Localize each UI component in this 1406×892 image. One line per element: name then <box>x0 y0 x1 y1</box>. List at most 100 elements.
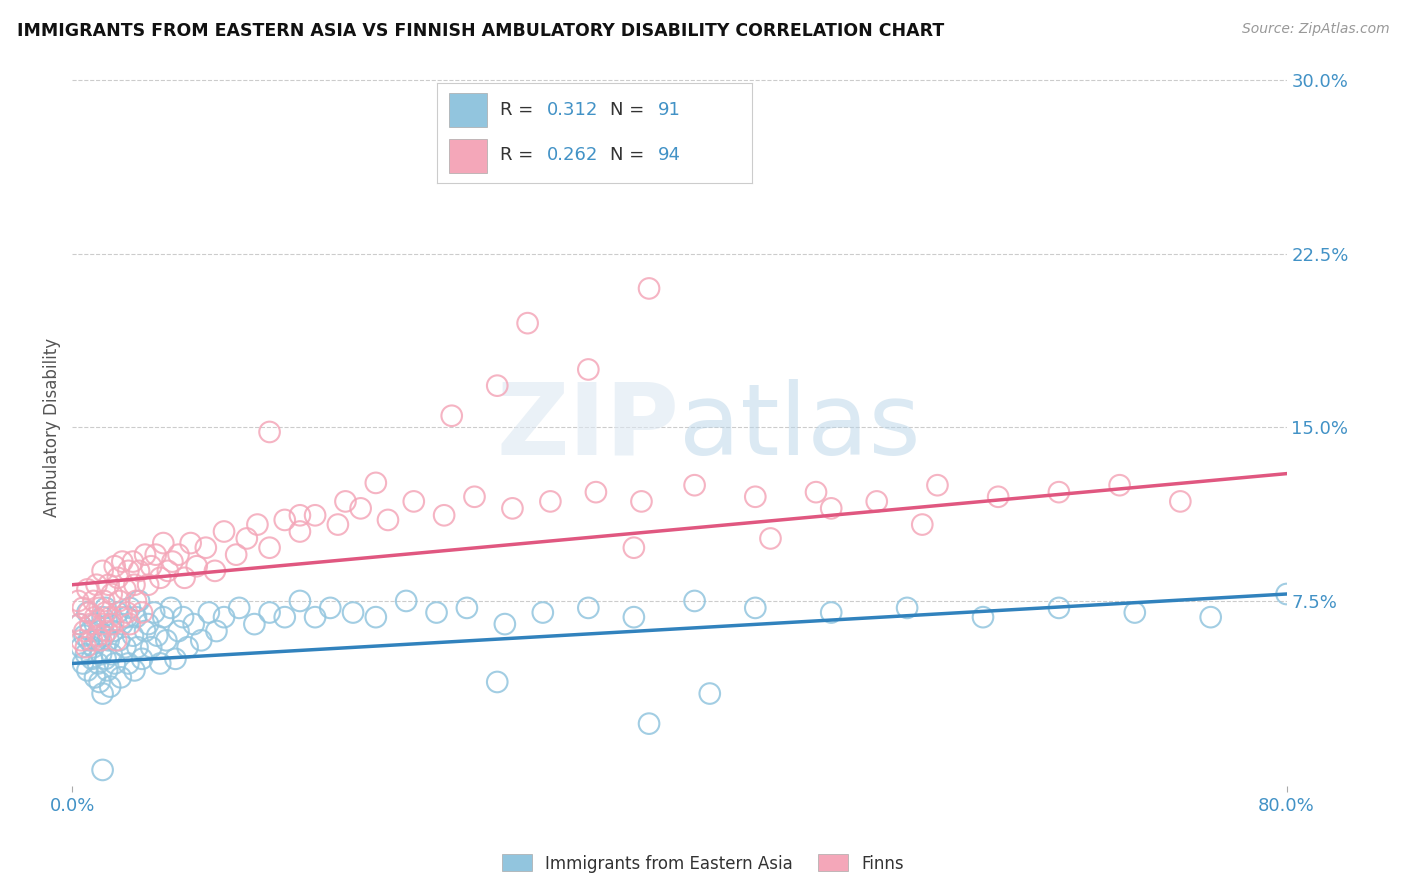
Point <box>141 640 163 655</box>
Point <box>115 610 138 624</box>
Point <box>75 647 97 661</box>
Point <box>440 409 463 423</box>
Point <box>494 617 516 632</box>
Point <box>228 600 250 615</box>
Point <box>80 633 103 648</box>
Point <box>122 555 145 569</box>
Point <box>152 610 174 624</box>
Point <box>90 647 112 661</box>
Text: atlas: atlas <box>679 379 921 475</box>
Point <box>288 524 311 539</box>
Point <box>86 633 108 648</box>
Point <box>364 475 387 490</box>
Point <box>319 600 342 615</box>
Point <box>172 610 194 624</box>
Text: Source: ZipAtlas.com: Source: ZipAtlas.com <box>1241 22 1389 37</box>
Point <box>538 494 561 508</box>
Point <box>259 606 281 620</box>
Point <box>125 594 148 608</box>
Point <box>82 594 104 608</box>
Point <box>186 559 208 574</box>
Point <box>744 490 766 504</box>
Point <box>136 578 159 592</box>
Point <box>576 600 599 615</box>
Point <box>128 564 150 578</box>
Point <box>94 600 117 615</box>
Point <box>98 617 121 632</box>
Point <box>638 281 661 295</box>
Point <box>1047 485 1070 500</box>
Point <box>100 587 122 601</box>
Point <box>156 564 179 578</box>
Point <box>91 617 114 632</box>
Point <box>288 594 311 608</box>
Point <box>93 629 115 643</box>
Point <box>1199 610 1222 624</box>
Point <box>145 548 167 562</box>
Point <box>118 600 141 615</box>
Point <box>190 633 212 648</box>
Point <box>128 594 150 608</box>
Point <box>143 606 166 620</box>
Point <box>198 606 221 620</box>
Point <box>160 600 183 615</box>
Point <box>115 606 138 620</box>
Point <box>105 633 128 648</box>
Point <box>205 624 228 638</box>
Point <box>72 600 94 615</box>
Point <box>127 640 149 655</box>
Point <box>98 680 121 694</box>
Point <box>91 610 114 624</box>
Point <box>87 657 110 671</box>
Point <box>72 657 94 671</box>
Point <box>76 664 98 678</box>
Point <box>149 571 172 585</box>
Y-axis label: Ambulatory Disability: Ambulatory Disability <box>44 338 60 516</box>
Point <box>463 490 485 504</box>
Point <box>96 624 118 638</box>
Point <box>866 494 889 508</box>
Point <box>90 633 112 648</box>
Point <box>84 617 107 632</box>
Point <box>326 517 349 532</box>
Point <box>141 559 163 574</box>
Point <box>96 664 118 678</box>
Point <box>110 610 132 624</box>
Point <box>86 578 108 592</box>
Point <box>107 571 129 585</box>
Point <box>94 652 117 666</box>
Text: IMMIGRANTS FROM EASTERN ASIA VS FINNISH AMBULATORY DISABILITY CORRELATION CHART: IMMIGRANTS FROM EASTERN ASIA VS FINNISH … <box>17 22 943 40</box>
Point <box>212 610 235 624</box>
Point <box>91 564 114 578</box>
Point <box>274 513 297 527</box>
Point <box>1168 494 1191 508</box>
Point <box>225 548 247 562</box>
Point <box>395 594 418 608</box>
Point <box>93 594 115 608</box>
Point <box>987 490 1010 504</box>
Point <box>79 624 101 638</box>
Point <box>699 687 721 701</box>
Point <box>87 629 110 643</box>
Point <box>167 548 190 562</box>
Point <box>134 624 156 638</box>
Point <box>82 640 104 655</box>
Point <box>304 508 326 523</box>
Point <box>97 578 120 592</box>
Point <box>162 555 184 569</box>
Point <box>104 559 127 574</box>
Point <box>623 541 645 555</box>
Point <box>155 633 177 648</box>
Point <box>152 536 174 550</box>
Point <box>433 508 456 523</box>
Point <box>104 657 127 671</box>
Point <box>364 610 387 624</box>
Point <box>76 582 98 597</box>
Point <box>84 670 107 684</box>
Point <box>486 378 509 392</box>
Point <box>165 652 187 666</box>
Point <box>176 640 198 655</box>
Point <box>820 606 842 620</box>
Point <box>91 763 114 777</box>
Point <box>896 600 918 615</box>
